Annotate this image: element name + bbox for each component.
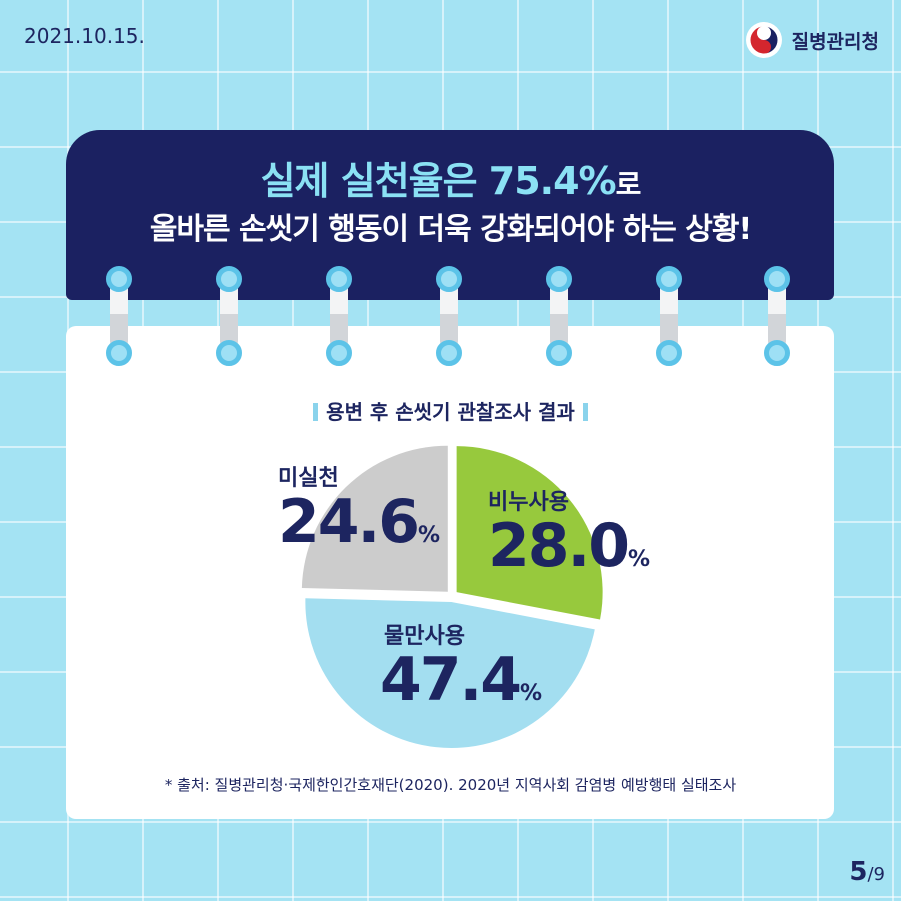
date: 2021.10.15. — [24, 24, 145, 48]
binder-ring — [654, 266, 684, 366]
chart-subtitle: 용변 후 손씻기 관찰조사 결과 — [0, 396, 901, 425]
org-name: 질병관리청 — [791, 30, 879, 53]
slice-not-practiced — [301, 445, 448, 592]
binder-ring — [762, 266, 792, 366]
org-logo: 질병관리청 — [744, 20, 879, 60]
binder-ring — [324, 266, 354, 366]
label-water-only: 물만사용 47.4% — [380, 624, 543, 715]
page-indicator: 5/9 — [849, 857, 885, 887]
binder-ring — [214, 266, 244, 366]
headline-line1: 실제 실천율은 75.4%로 — [260, 159, 642, 203]
slice-water-only — [305, 598, 595, 748]
binder-ring — [104, 266, 134, 366]
binder-ring — [434, 266, 464, 366]
label-soap: 비누사용 28.0% — [488, 490, 651, 581]
binder-ring — [544, 266, 574, 366]
taegeuk-icon — [745, 22, 782, 58]
source-note: * 출처: 질병관리청·국제한인간호재단(2020). 2020년 지역사회 감… — [164, 776, 737, 794]
headline-line2: 올바른 손씻기 행동이 더욱 강화되어야 하는 상황! — [149, 212, 752, 247]
label-not-practiced: 미실천 24.6% — [278, 466, 441, 557]
slice-soap — [456, 446, 603, 620]
